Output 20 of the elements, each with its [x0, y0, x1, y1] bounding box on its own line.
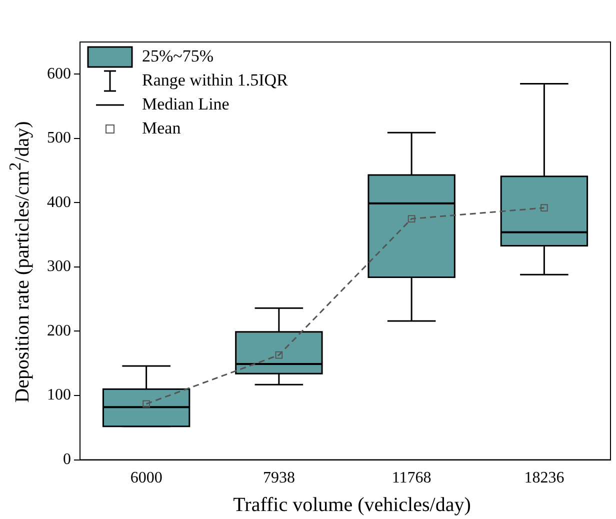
x-tick-label: 7938	[262, 470, 295, 487]
y-tick-label: 300	[47, 258, 71, 276]
y-tick-label: 500	[47, 130, 71, 147]
legend-label: 25%~75%	[142, 46, 214, 66]
y-tick-label: 100	[47, 386, 71, 404]
y-tick-label: 400	[47, 194, 71, 211]
annotation: Median Line	[142, 94, 230, 114]
x-tick-label: 18236	[524, 470, 564, 487]
point	[275, 351, 283, 359]
x-axis-title: Traffic volume (vehicles/day)	[233, 494, 471, 517]
y-tick-label: 0	[63, 451, 71, 468]
point	[408, 215, 416, 222]
point	[540, 204, 548, 212]
annotation: Range within 1.5IQR	[142, 70, 289, 90]
point	[142, 400, 150, 408]
legend-label: Mean	[142, 118, 182, 138]
y-tick-label: 200	[47, 322, 71, 340]
y-tick-label: 600	[47, 65, 71, 82]
x-tick-label: 11768	[392, 470, 432, 487]
x-tick-label: 6000	[130, 470, 162, 487]
